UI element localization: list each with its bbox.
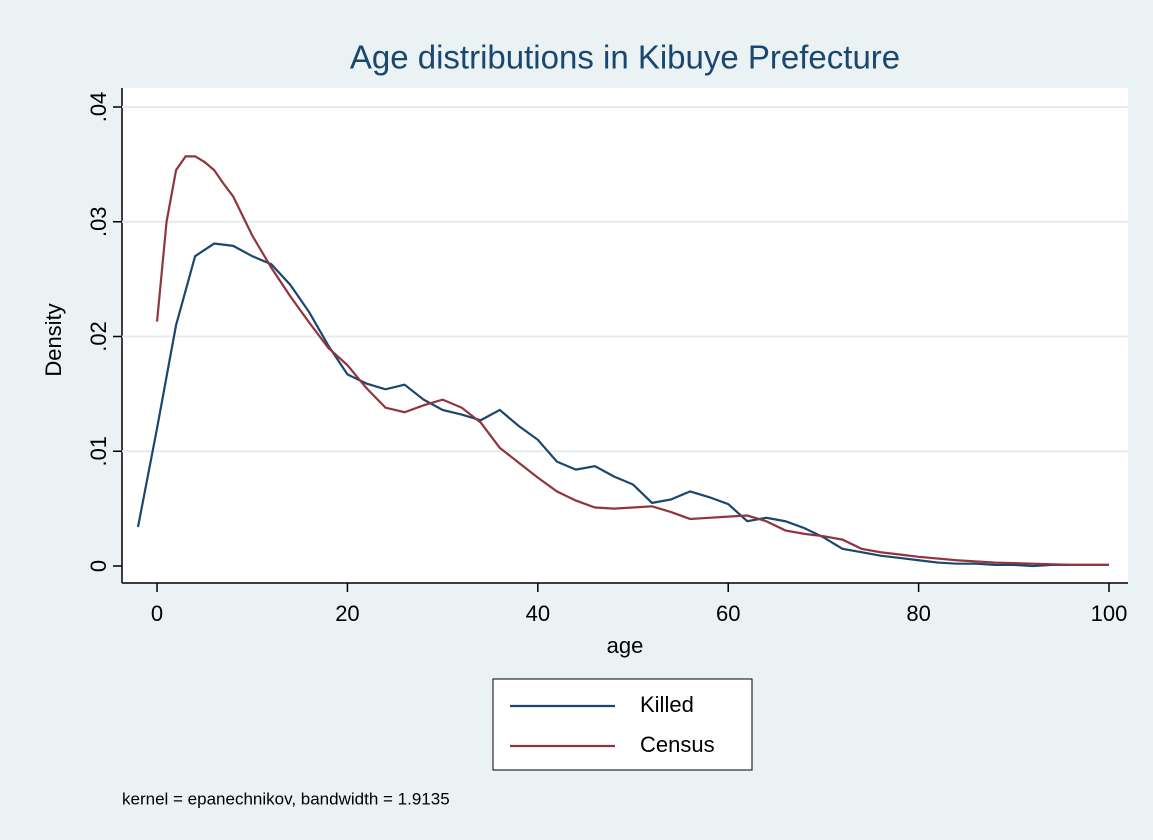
- x-tick-label: 0: [151, 601, 163, 626]
- legend-label: Census: [640, 732, 715, 757]
- y-tick-label: 0: [86, 560, 111, 572]
- legend: [492, 678, 753, 771]
- x-tick-label: 100: [1091, 601, 1128, 626]
- series-line: [155, 155, 1109, 566]
- y-tick-label: .03: [86, 206, 111, 237]
- y-tick-label: .02: [86, 321, 111, 352]
- note: kernel = epanechnikov, bandwidth = 1.913…: [122, 789, 450, 808]
- series-line: [136, 242, 1109, 568]
- x-tick-label: 40: [526, 601, 550, 626]
- chart-title: Age distributions in Kibuye Prefecture: [350, 39, 900, 76]
- x-axis-label: age: [607, 633, 644, 658]
- y-axis-label: Density: [41, 303, 66, 376]
- x-tick-label: 60: [716, 601, 740, 626]
- x-tick-label: 20: [335, 601, 359, 626]
- legend-label: Killed: [640, 692, 694, 717]
- y-tick-label: .01: [86, 436, 111, 467]
- y-tick-label: .04: [86, 92, 111, 123]
- x-tick-label: 80: [906, 601, 930, 626]
